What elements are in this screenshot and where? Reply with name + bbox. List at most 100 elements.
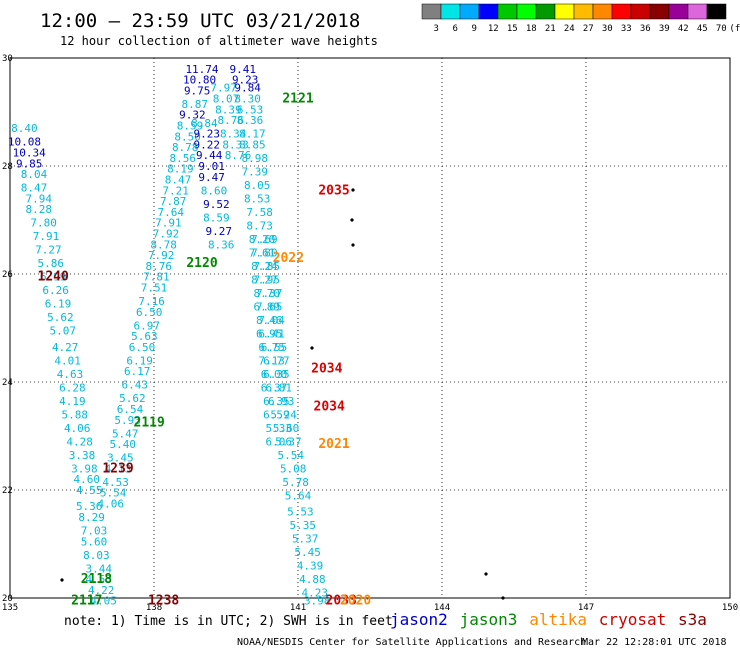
wave-height-value: 8.40 <box>11 122 38 135</box>
colorbar-swatch <box>573 3 594 20</box>
wave-height-value: 4.05 <box>90 595 117 608</box>
wave-height-value: 8.98 <box>242 152 269 165</box>
wave-height-value: 6.26 <box>42 284 69 297</box>
pass-label-s3a: 1238 <box>148 594 179 609</box>
legend-jason2: jason2 <box>390 610 448 629</box>
wave-height-value: 6.59 <box>263 408 290 421</box>
wave-height-value: 7.91 <box>155 217 182 230</box>
wave-height-value: 6.95 <box>256 327 283 340</box>
wave-height-value: 6.89 <box>254 300 281 313</box>
wave-height-value: 4.06 <box>64 422 91 435</box>
colorbar-label: 18 <box>526 24 537 34</box>
plot-frame <box>9 57 731 599</box>
wave-height-value: 8.85 <box>239 138 266 151</box>
colorbar-label: 24 <box>564 24 575 34</box>
wave-height-value: 9.23 <box>194 128 221 141</box>
wave-height-value: 9.01 <box>198 160 225 173</box>
colorbar-label: 3 <box>434 24 439 34</box>
wave-height-value: 7.58 <box>246 206 273 219</box>
wave-height-value: 11.74 <box>185 63 218 76</box>
wave-height-value: 6.50 <box>129 341 156 354</box>
wave-height-value: 8.87 <box>182 98 209 111</box>
wave-height-value: 9.47 <box>198 171 225 184</box>
wave-height-value: 7.61 <box>249 246 276 259</box>
island-mark <box>310 346 314 350</box>
wave-height-value: 8.39 <box>215 103 242 116</box>
wave-height-value: 5.62 <box>119 392 146 405</box>
wave-height-value: 4.23 <box>302 587 329 600</box>
y-tick-label: 22 <box>2 486 13 496</box>
wave-height-value: 9.75 <box>184 84 211 97</box>
wave-height-value: 6.00 <box>261 368 288 381</box>
wave-height-value: 7.27 <box>35 244 62 257</box>
colorbar-swatch <box>497 3 518 20</box>
wave-height-value: 6.35 <box>263 368 290 381</box>
wave-height-value: 7.37 <box>256 287 283 300</box>
wave-height-value: 4.27 <box>52 341 79 354</box>
wave-height-value: 8.04 <box>21 168 48 181</box>
wave-height-value: 8.76 <box>218 114 245 127</box>
wave-height-value: 4.60 <box>74 473 101 486</box>
wave-height-value: 4.06 <box>98 498 125 511</box>
wave-height-value: 9.22 <box>194 138 221 151</box>
wave-height-value: 8.33 <box>222 138 249 151</box>
colorbar-swatch <box>611 3 632 20</box>
x-tick-label: 144 <box>434 603 450 613</box>
wave-height-value: 5.63 <box>131 330 158 343</box>
colorbar-label: 33 <box>621 24 632 34</box>
colorbar-swatch <box>421 3 442 20</box>
colorbar-label: 45 <box>697 24 708 34</box>
wave-height-value: 5.54 <box>278 449 305 462</box>
colorbar-label: 27 <box>583 24 594 34</box>
wave-height-value: 5.88 <box>62 408 89 421</box>
colorbar-swatch <box>554 3 575 20</box>
colorbar-swatch <box>440 3 461 20</box>
colorbar-label: 15 <box>507 24 518 34</box>
wave-height-value: 4.01 <box>54 354 81 367</box>
y-tick-label: 20 <box>2 594 13 604</box>
wave-height-value: 6.99 <box>40 271 67 284</box>
colorbar-swatch <box>516 3 537 20</box>
colorbar-swatch <box>687 3 708 20</box>
wave-height-value: 4.63 <box>57 368 84 381</box>
wave-height-value: 8.78 <box>172 141 199 154</box>
wave-height-value: 4.22 <box>88 584 115 597</box>
wave-height-value: 7.64 <box>158 206 185 219</box>
footer-timestamp: Mar 22 12:28:01 UTC 2018 <box>582 637 727 648</box>
wave-height-value: 9.41 <box>230 63 257 76</box>
island-mark <box>350 218 354 222</box>
legend-jason3: jason3 <box>460 610 518 629</box>
wave-height-value: 9.85 <box>16 157 43 170</box>
wave-height-value: 9.27 <box>206 225 233 238</box>
wave-height-value: 7.65 <box>256 300 283 313</box>
wave-height-value: 6.19 <box>126 354 153 367</box>
pass-label-jason3: 2120 <box>186 256 217 271</box>
island-markers <box>60 188 505 600</box>
wave-height-value: 6.81 <box>266 381 293 394</box>
wave-height-value: 8.07 <box>213 93 240 106</box>
pass-label-jason3: 2119 <box>134 416 165 431</box>
wave-height-value: 6.37 <box>261 381 288 394</box>
wave-height-value: 4.28 <box>66 435 93 448</box>
wave-height-value: 3.38 <box>69 449 96 462</box>
wave-height-value: 8.05 <box>244 179 271 192</box>
colorbar-label: 21 <box>545 24 556 34</box>
wave-height-value: 4.53 <box>102 476 129 489</box>
wave-height-value: 6.06 <box>266 435 293 448</box>
wave-height-value: 7.81 <box>143 271 170 284</box>
wave-height-value: 5.36 <box>76 500 103 513</box>
island-mark <box>60 578 64 582</box>
wave-height-value: 4.53 <box>86 573 113 586</box>
wave-height-value: 10.34 <box>13 147 46 160</box>
footer-note: note: 1) Time is in UTC; 2) SWH is in fe… <box>64 614 393 629</box>
colorbar-label: 30 <box>602 24 613 34</box>
grid <box>9 57 731 599</box>
wave-height-value: 7.16 <box>138 295 165 308</box>
wave-height-value: 6.93 <box>268 395 295 408</box>
colorbar-swatch <box>649 3 670 20</box>
wave-height-value: 5.62 <box>47 311 74 324</box>
wave-height-value: 6.53 <box>237 103 264 116</box>
wave-height-value: 7.97 <box>210 82 237 95</box>
wave-height-value: 6.28 <box>59 381 86 394</box>
